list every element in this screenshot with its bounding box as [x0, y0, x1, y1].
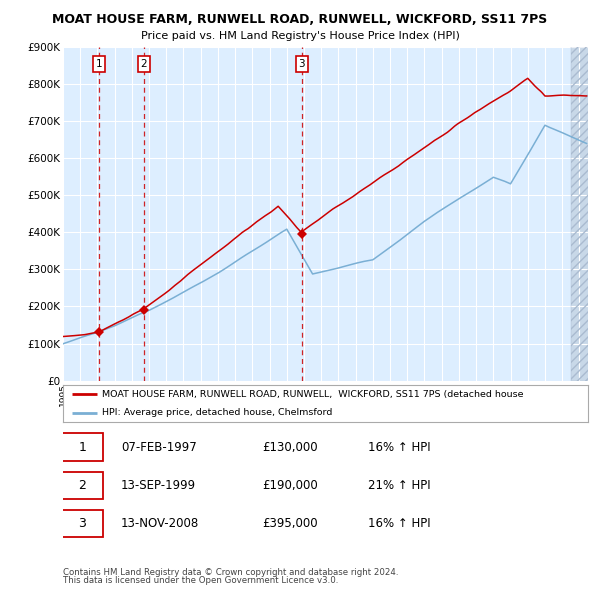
FancyBboxPatch shape	[62, 510, 103, 537]
Text: 1: 1	[79, 441, 86, 454]
Text: 3: 3	[298, 59, 305, 69]
Text: HPI: Average price, detached house, Chelmsford: HPI: Average price, detached house, Chel…	[103, 408, 333, 417]
Bar	[571, 47, 596, 381]
Text: 1: 1	[96, 59, 103, 69]
Bar	[571, 47, 596, 381]
Text: 16% ↑ HPI: 16% ↑ HPI	[367, 517, 430, 530]
Text: This data is licensed under the Open Government Licence v3.0.: This data is licensed under the Open Gov…	[63, 576, 338, 585]
Text: 3: 3	[79, 517, 86, 530]
Text: MOAT HOUSE FARM, RUNWELL ROAD, RUNWELL,  WICKFORD, SS11 7PS (detached house: MOAT HOUSE FARM, RUNWELL ROAD, RUNWELL, …	[103, 390, 524, 399]
Text: £395,000: £395,000	[263, 517, 318, 530]
Text: 13-NOV-2008: 13-NOV-2008	[121, 517, 199, 530]
Text: 07-FEB-1997: 07-FEB-1997	[121, 441, 197, 454]
Text: £130,000: £130,000	[263, 441, 318, 454]
Text: MOAT HOUSE FARM, RUNWELL ROAD, RUNWELL, WICKFORD, SS11 7PS: MOAT HOUSE FARM, RUNWELL ROAD, RUNWELL, …	[52, 13, 548, 26]
Text: Contains HM Land Registry data © Crown copyright and database right 2024.: Contains HM Land Registry data © Crown c…	[63, 568, 398, 577]
Text: 13-SEP-1999: 13-SEP-1999	[121, 479, 196, 492]
Text: £190,000: £190,000	[263, 479, 318, 492]
Text: 2: 2	[140, 59, 147, 69]
Text: 21% ↑ HPI: 21% ↑ HPI	[367, 479, 430, 492]
Text: 2: 2	[79, 479, 86, 492]
Text: 16% ↑ HPI: 16% ↑ HPI	[367, 441, 430, 454]
Text: Price paid vs. HM Land Registry's House Price Index (HPI): Price paid vs. HM Land Registry's House …	[140, 31, 460, 41]
FancyBboxPatch shape	[62, 434, 103, 461]
FancyBboxPatch shape	[62, 472, 103, 499]
